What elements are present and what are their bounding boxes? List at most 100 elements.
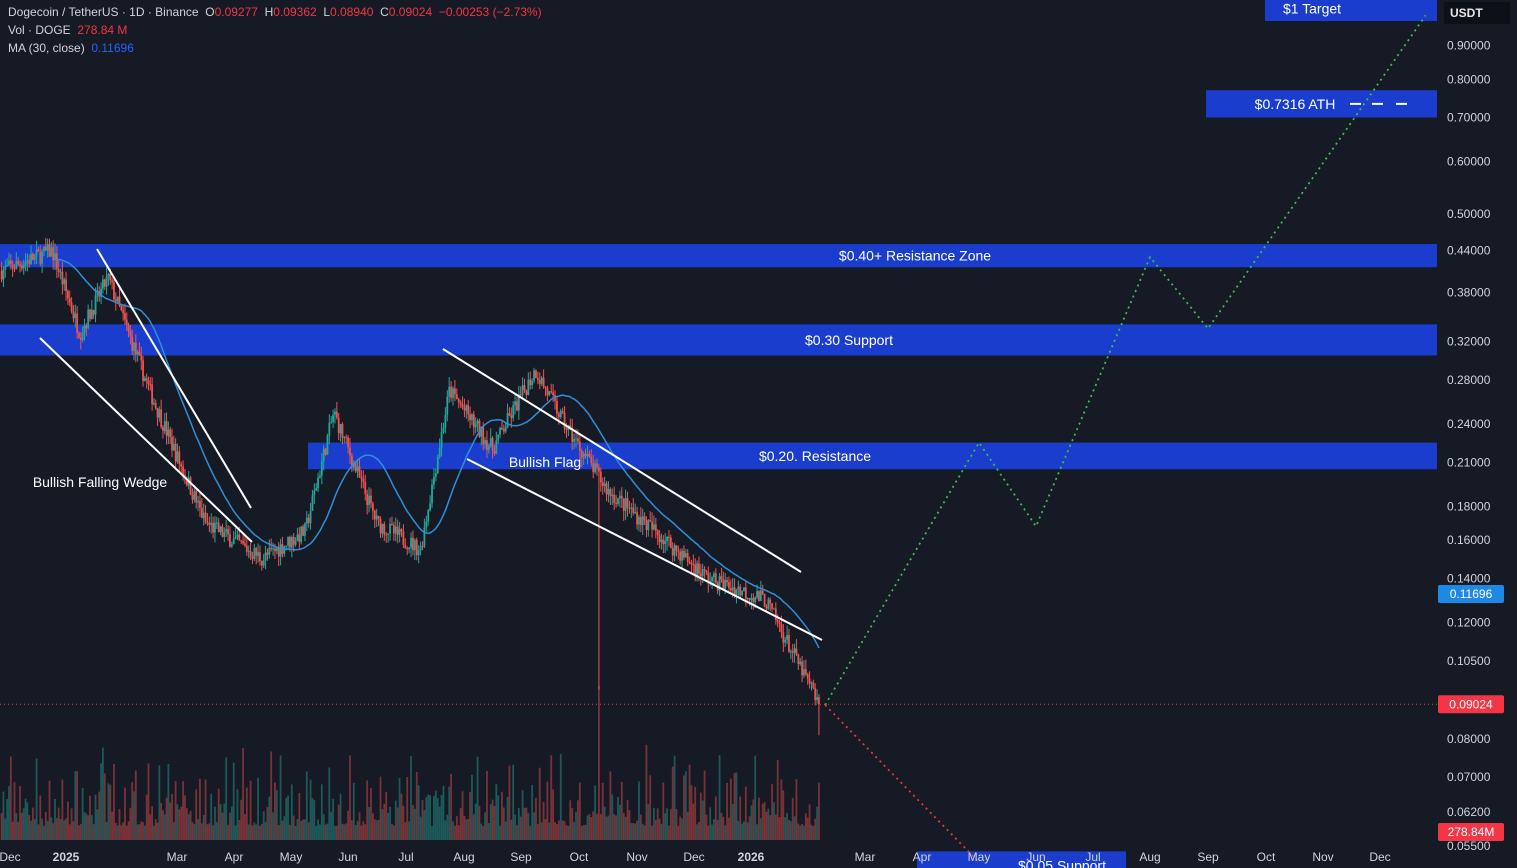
volume-bar xyxy=(675,809,678,840)
volume-bar xyxy=(812,825,815,840)
candle-body xyxy=(6,264,9,267)
price-tick-label: 0.16000 xyxy=(1447,533,1491,547)
candle-body xyxy=(195,491,198,503)
volume-bar xyxy=(39,795,42,840)
candle-body xyxy=(236,534,239,538)
volume-bar xyxy=(37,824,40,840)
candle-body xyxy=(582,453,585,458)
volume-bar xyxy=(769,815,772,840)
volume-bar xyxy=(238,820,241,840)
candle-body xyxy=(666,536,668,542)
ma-value: 0.11696 xyxy=(91,41,134,55)
volume-bar xyxy=(83,812,86,840)
candle-body xyxy=(622,498,625,511)
volume-bar xyxy=(683,775,685,840)
candle-body xyxy=(529,379,532,386)
volume-bar xyxy=(223,803,226,840)
volume-bar xyxy=(613,814,616,840)
candle-body xyxy=(626,498,629,508)
candle-body xyxy=(103,279,106,287)
volume-bar xyxy=(417,785,420,840)
candle-body xyxy=(733,587,736,596)
ma-row[interactable]: MA (30, close) 0.11696 xyxy=(8,39,542,57)
candle-body xyxy=(521,385,524,396)
volume-bar xyxy=(782,790,785,840)
volume-bar xyxy=(133,791,135,840)
candle-body xyxy=(651,521,653,530)
volume-bar xyxy=(275,790,278,840)
candle-body xyxy=(413,539,416,551)
candle-body xyxy=(24,261,27,265)
volume-bar xyxy=(116,825,119,840)
candle-body xyxy=(536,377,539,380)
volume-bar xyxy=(692,803,695,840)
candle-body xyxy=(472,414,475,428)
candle-body xyxy=(247,550,250,552)
volume-bar xyxy=(632,823,635,840)
volume-bar xyxy=(472,814,475,840)
volume-bar xyxy=(350,820,353,840)
candle-body xyxy=(737,586,740,590)
price-axis[interactable] xyxy=(1437,0,1517,868)
volume-bar xyxy=(617,796,619,840)
candle-body xyxy=(68,298,71,303)
candle-body xyxy=(427,510,430,522)
candle-body xyxy=(309,510,312,524)
candle-body xyxy=(780,624,783,633)
candle-body xyxy=(230,544,233,547)
currency-button[interactable]: USDT xyxy=(1444,2,1510,24)
volume-bar xyxy=(754,755,757,840)
candle-body xyxy=(480,426,483,437)
candle-body xyxy=(454,388,456,395)
candle-body xyxy=(683,550,685,558)
candle-body xyxy=(257,552,259,556)
volume-bar xyxy=(43,825,45,840)
volume-bar xyxy=(713,819,715,840)
candle-body xyxy=(739,586,742,596)
zone-label-5: $0.05 Support xyxy=(1018,857,1106,868)
volume-badge: 278.84M xyxy=(1448,825,1495,839)
volume-bar xyxy=(35,758,38,840)
candle-body xyxy=(491,438,494,451)
candle-body xyxy=(160,409,163,427)
candle-body xyxy=(315,488,318,491)
candle-body xyxy=(215,522,218,524)
volume-bar xyxy=(140,821,143,840)
candle-body xyxy=(371,503,374,511)
candle-body xyxy=(803,669,805,676)
volume-bar xyxy=(649,775,652,840)
volume-bar xyxy=(615,815,617,840)
volume-bar xyxy=(65,818,67,840)
candle-body xyxy=(632,507,635,513)
candle-body xyxy=(272,548,274,550)
volume-bar xyxy=(756,824,758,840)
time-tick-label: Nov xyxy=(1312,850,1333,864)
volume-row[interactable]: Vol · DOGE 278.84 M xyxy=(8,21,542,39)
volume-bar xyxy=(536,824,539,840)
volume-bar xyxy=(234,825,237,840)
volume-bar xyxy=(482,825,485,840)
candle-body xyxy=(30,253,32,264)
volume-bar xyxy=(703,770,706,840)
ma-badge: 0.11696 xyxy=(1450,587,1493,601)
symbol-title[interactable]: Dogecoin / TetherUS · 1D · Binance xyxy=(8,5,199,19)
pattern-line-2 xyxy=(442,348,802,573)
volume-bar xyxy=(709,807,712,840)
zone-label-2: $0.40+ Resistance Zone xyxy=(839,248,991,264)
volume-bar xyxy=(729,778,732,840)
volume-bar xyxy=(156,822,159,840)
candle-body xyxy=(54,253,56,261)
volume-bar xyxy=(480,823,483,840)
time-tick-label: Oct xyxy=(570,850,589,864)
candle-body xyxy=(52,247,55,261)
candle-body xyxy=(525,390,528,395)
volume-bar xyxy=(791,798,794,840)
candle-body xyxy=(202,512,205,518)
candle-body xyxy=(232,538,235,545)
candle-body xyxy=(759,590,762,601)
candle-body xyxy=(523,385,526,391)
volume-bar xyxy=(219,804,222,840)
candle-body xyxy=(814,688,817,701)
candle-body xyxy=(588,453,591,457)
